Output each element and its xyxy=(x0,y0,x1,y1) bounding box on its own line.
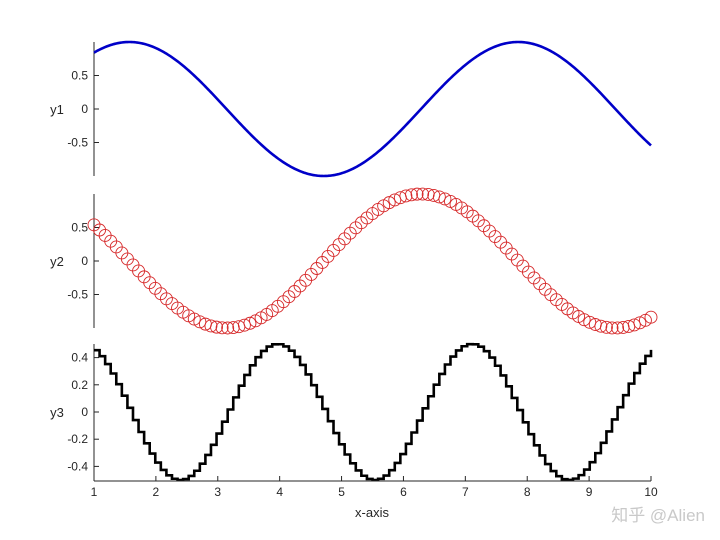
y-tick-label-y1: -0.5 xyxy=(67,136,88,150)
series-marker-y2 xyxy=(388,193,402,207)
series-marker-y2 xyxy=(221,321,235,335)
y-tick-label-y1: 0 xyxy=(81,102,88,116)
series-marker-y2 xyxy=(644,310,658,324)
series-marker-y2 xyxy=(599,320,613,334)
y-tick-label-y3: -0.2 xyxy=(67,432,88,446)
series-marker-y2 xyxy=(594,319,608,333)
panel-y3: 0.4 0.2 0 -0.2 -0.4 y3 xyxy=(50,342,653,482)
watermark-text: 知乎 @Alien xyxy=(611,506,705,525)
series-marker-y2 xyxy=(382,196,396,210)
y-axis-label-y3: y3 xyxy=(50,405,64,420)
series-marker-y2 xyxy=(237,318,251,332)
x-axis-group: 1 2 3 4 5 6 7 8 9 10 xyxy=(91,476,658,499)
series-marker-y2 xyxy=(210,320,223,334)
x-axis-label: x-axis xyxy=(355,505,389,520)
x-tick-label: 5 xyxy=(338,485,345,499)
x-tick-label: 2 xyxy=(153,485,160,499)
chart-panels: 0.5 0 -0.5 y1 0.5 0 -0.5 y2 0.4 0.2 0 -0.2 -0.4 y3 1 2 3… xyxy=(50,40,658,499)
y-tick-label-y3: 0.2 xyxy=(71,378,88,392)
series-marker-y2 xyxy=(605,321,619,335)
y-tick-label-y2: 0 xyxy=(81,254,88,268)
y-tick-label-y2: -0.5 xyxy=(67,288,88,302)
y-axis-label-y2: y2 xyxy=(50,254,64,269)
y-tick-label-y3: 0 xyxy=(81,405,88,419)
x-tick-label: 6 xyxy=(400,485,407,499)
series-marker-y2 xyxy=(633,316,647,330)
series-marker-y2 xyxy=(215,321,229,335)
y-tick-label-y2: 0.5 xyxy=(71,221,88,235)
panel-y2: 0.5 0 -0.5 y2 xyxy=(50,187,658,335)
series-marker-y2 xyxy=(204,319,218,333)
y-tick-label-y1: 0.5 xyxy=(71,69,88,83)
series-line-y1 xyxy=(93,40,652,178)
x-tick-label: 7 xyxy=(462,485,469,499)
x-tick-label: 9 xyxy=(586,485,593,499)
y-tick-label-y3: -0.4 xyxy=(67,459,88,473)
x-tick-label: 10 xyxy=(644,485,658,499)
series-stairs-y3 xyxy=(94,342,653,482)
series-marker-y2 xyxy=(611,321,625,335)
x-tick-label: 4 xyxy=(276,485,283,499)
series-marker-y2 xyxy=(399,189,413,203)
y-tick-label-y3: 0.4 xyxy=(71,351,88,365)
x-tick-label: 8 xyxy=(524,485,531,499)
series-marker-y2 xyxy=(577,313,591,327)
series-marker-y2 xyxy=(405,188,418,202)
panel-y1: 0.5 0 -0.5 y1 xyxy=(50,40,652,178)
series-marker-y2 xyxy=(243,316,257,330)
series-marker-y2 xyxy=(193,315,207,329)
x-tick-label: 1 xyxy=(91,485,98,499)
series-marker-y2 xyxy=(432,190,446,204)
series-marker-y2 xyxy=(416,187,430,201)
series-marker-y2 xyxy=(438,192,452,206)
y-axis-label-y1: y1 xyxy=(50,102,64,117)
series-marker-y2 xyxy=(627,318,641,332)
series-marker-y2 xyxy=(410,187,424,201)
x-tick-label: 3 xyxy=(214,485,221,499)
